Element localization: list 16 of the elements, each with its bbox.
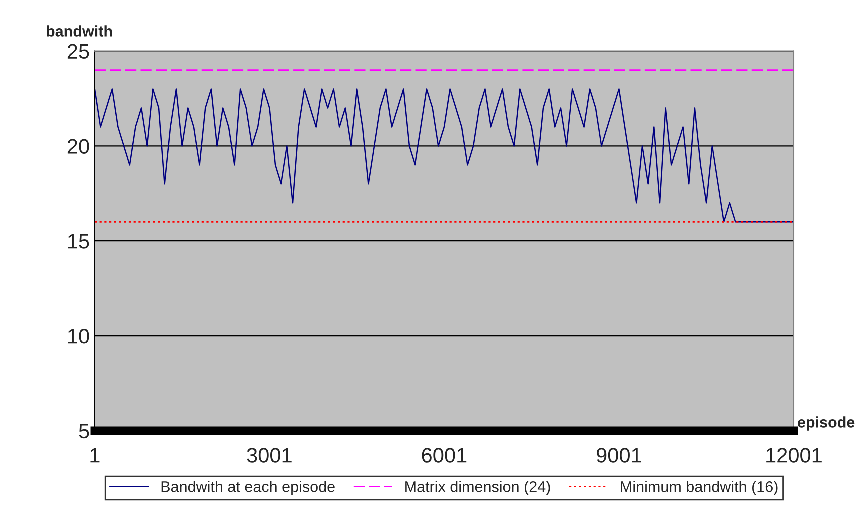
x-axis-title: episode — [798, 416, 855, 431]
y-tick-label: 15 — [68, 234, 90, 249]
legend-label: Bandwith at each episode — [162, 481, 335, 496]
line-series — [94, 88, 794, 223]
x-tick-label: 12001 — [766, 448, 822, 463]
y-tick-label: 5 — [79, 424, 90, 439]
legend-label: Matrix dimension (24) — [406, 481, 550, 496]
x-tick-label: 9001 — [597, 448, 642, 463]
y-axis-title: bandwith — [47, 26, 112, 37]
legend-label: Minimum bandwith (16) — [621, 481, 778, 496]
y-tick-label: 25 — [68, 44, 90, 60]
y-tick-label: 20 — [68, 139, 90, 154]
x-tick-label: 6001 — [422, 448, 467, 463]
x-tick-label: 1 — [90, 448, 100, 463]
x-tick-label: 3001 — [247, 448, 292, 463]
y-tick-label: 10 — [68, 329, 90, 344]
